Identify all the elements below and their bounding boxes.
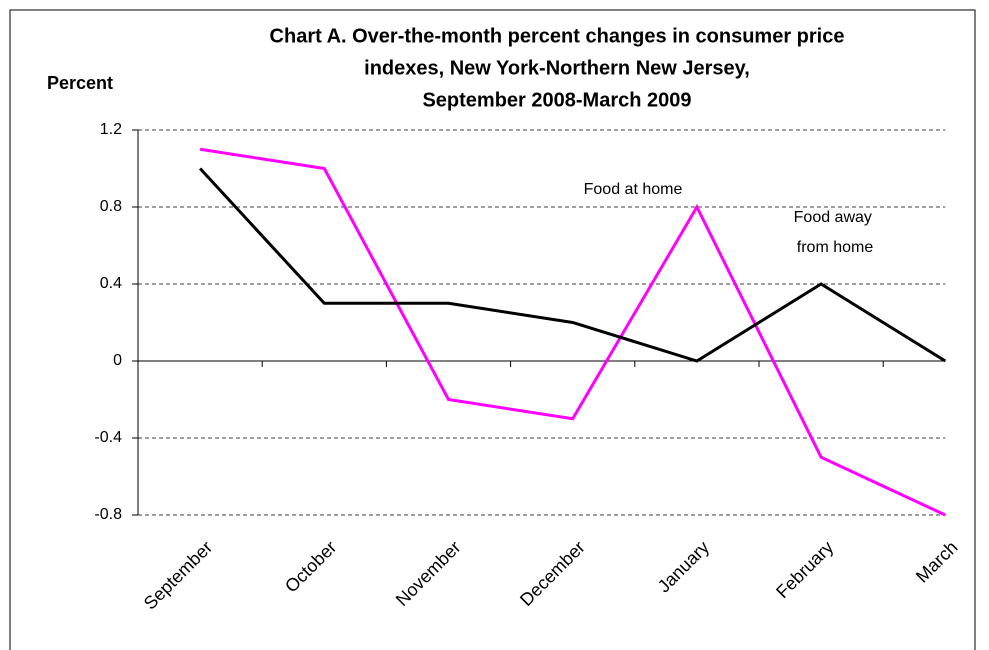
series-line — [198, 167, 947, 363]
series-label-line: from home — [797, 239, 874, 256]
series-label-line: Food away — [794, 209, 877, 226]
y-tick-label: 0.8 — [100, 198, 122, 215]
chart-title: September 2008-March 2009 — [422, 89, 691, 111]
y-tick-label: 0.4 — [100, 275, 122, 292]
y-tick-label: 1.2 — [100, 121, 122, 138]
series-label: Food away from home — [794, 209, 877, 256]
y-axis-label: Percent — [47, 73, 113, 93]
y-tick-label: 0 — [113, 352, 122, 369]
y-tick-label: -0.4 — [94, 429, 122, 446]
y-tick-label: -0.8 — [94, 506, 122, 523]
chart-title: Chart A. Over-the-month percent changes … — [270, 25, 845, 47]
chart-title: indexes, New York-Northern New Jersey, — [364, 57, 750, 79]
series-label: Food at home — [584, 181, 683, 198]
frame — [9, 9, 976, 650]
series-line — [199, 147, 946, 517]
